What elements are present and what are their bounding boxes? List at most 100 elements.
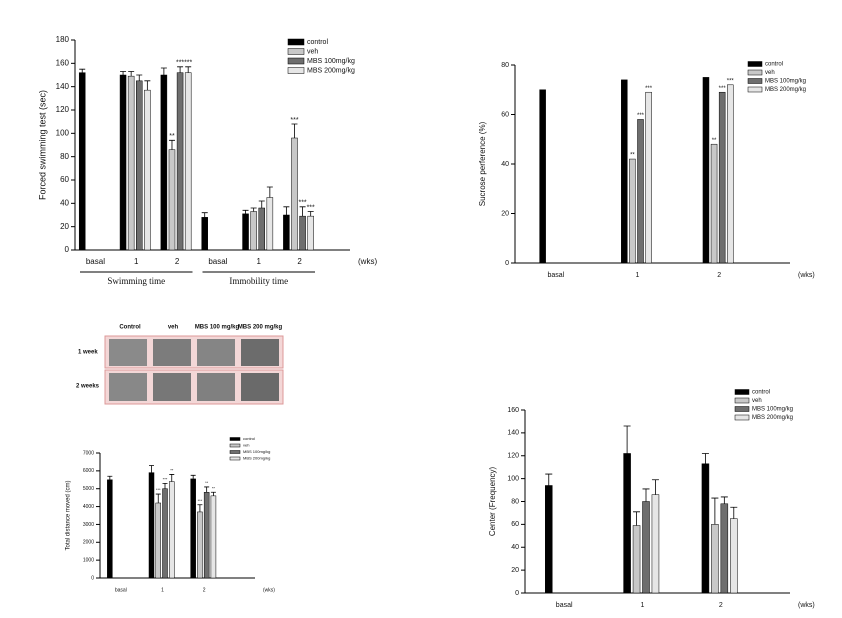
error-bar xyxy=(701,453,709,464)
y-tick-label: 4000 xyxy=(83,504,94,510)
column-label: Control xyxy=(119,325,141,331)
bar xyxy=(107,479,113,579)
bar xyxy=(250,211,257,251)
legend-label: MBS 200mg/kg xyxy=(765,87,806,93)
error-bar xyxy=(291,123,298,138)
y-tick-label: 20 xyxy=(501,210,509,217)
column-label: MBS 100 mg/kg xyxy=(195,325,240,331)
bar xyxy=(119,74,127,251)
photo xyxy=(153,373,191,401)
error-bar xyxy=(162,482,168,489)
bar xyxy=(201,217,208,251)
legend-swatch xyxy=(229,456,241,461)
legend-swatch xyxy=(287,67,305,74)
y-tick-label: 40 xyxy=(60,198,69,207)
bar xyxy=(258,207,265,251)
bar xyxy=(720,503,729,594)
bar xyxy=(266,197,274,251)
error-bar xyxy=(155,493,161,503)
significance-label: *** xyxy=(298,200,306,207)
error-bar xyxy=(201,212,208,218)
y-tick-label: 7000 xyxy=(83,450,94,456)
legend-label: veh xyxy=(307,48,318,55)
bar xyxy=(242,213,249,251)
y-tick-label: 5000 xyxy=(83,486,94,492)
column-label: MBS 200 mg/kg xyxy=(238,325,283,331)
bar xyxy=(144,89,151,251)
legend-label: veh xyxy=(752,398,762,404)
legend-label: MBS 200mg/kg xyxy=(307,67,355,74)
bar xyxy=(307,215,314,251)
error-bar xyxy=(730,506,738,519)
y-tick-label: 160 xyxy=(56,58,70,67)
bar xyxy=(629,158,636,264)
y-tick-label: 180 xyxy=(56,35,70,44)
x-tick-label: 1 xyxy=(134,257,139,266)
legend-swatch xyxy=(734,397,750,404)
error-bar xyxy=(185,66,192,73)
group-label: Swimming time xyxy=(107,276,165,286)
x-tick-label: 2 xyxy=(175,257,180,266)
y-axis-title: Forced swimming test (sec) xyxy=(37,90,47,200)
legend-swatch xyxy=(229,443,241,448)
error-bar xyxy=(651,479,659,495)
bar xyxy=(136,80,143,251)
bar xyxy=(283,214,290,251)
bar xyxy=(645,91,652,264)
bar xyxy=(127,75,135,251)
y-tick-label: 0 xyxy=(65,245,70,254)
significance-label: *** xyxy=(637,113,645,119)
error-bar xyxy=(136,74,143,81)
y-tick-label: 80 xyxy=(511,498,519,505)
error-bar xyxy=(250,207,257,212)
significance-label: *** xyxy=(176,60,184,67)
photo xyxy=(153,339,191,366)
error-bar xyxy=(242,209,249,214)
error-bar xyxy=(283,206,290,215)
error-bar xyxy=(120,71,127,75)
bar xyxy=(148,472,155,579)
legend-label: control xyxy=(243,436,255,441)
legend-swatch xyxy=(747,86,763,93)
x-tick-label: 1 xyxy=(641,602,645,609)
bar xyxy=(197,511,203,579)
error-bar xyxy=(190,474,196,479)
chart: 0 20 40 60 80 Sucrose perference (%) (wks) basa… xyxy=(478,61,815,279)
significance-label: ** xyxy=(212,485,216,490)
y-tick-label: 100 xyxy=(56,128,70,137)
legend-swatch xyxy=(287,48,305,55)
error-bar xyxy=(545,473,553,486)
error-bar xyxy=(197,504,203,512)
x-tick-label: 1 xyxy=(636,272,640,279)
x-axis-title: (wks) xyxy=(798,602,815,609)
bar xyxy=(621,79,628,264)
legend-swatch xyxy=(747,61,763,67)
significance-label: *** xyxy=(156,487,161,492)
error-bar xyxy=(299,206,306,217)
error-bar xyxy=(307,211,314,217)
legend-swatch xyxy=(747,69,763,76)
significance-label: *** xyxy=(645,86,653,92)
y-tick-label: 0 xyxy=(505,260,509,267)
y-axis-title: Total distance moved (cm) xyxy=(66,480,72,550)
error-bar xyxy=(128,71,135,77)
legend-swatch xyxy=(229,450,241,454)
error-bar xyxy=(107,475,113,480)
legend-swatch xyxy=(734,414,750,421)
error-bar xyxy=(642,488,650,502)
y-tick-label: 80 xyxy=(60,152,69,161)
bar xyxy=(711,524,719,594)
x-tick-label: 1 xyxy=(257,257,262,266)
legend-label: MBS 100mg/kg xyxy=(307,58,355,65)
error-bar xyxy=(266,186,273,198)
error-bar xyxy=(210,491,216,496)
y-tick-label: 40 xyxy=(501,161,509,168)
y-tick-label: 20 xyxy=(60,222,69,231)
significance-label: *** xyxy=(307,204,315,211)
x-tick-label: basal xyxy=(208,257,227,266)
x-tick-label: basal xyxy=(556,602,573,609)
error-bar xyxy=(149,465,154,473)
bar xyxy=(632,525,641,594)
y-tick-label: 60 xyxy=(511,521,519,528)
bar xyxy=(168,149,176,251)
